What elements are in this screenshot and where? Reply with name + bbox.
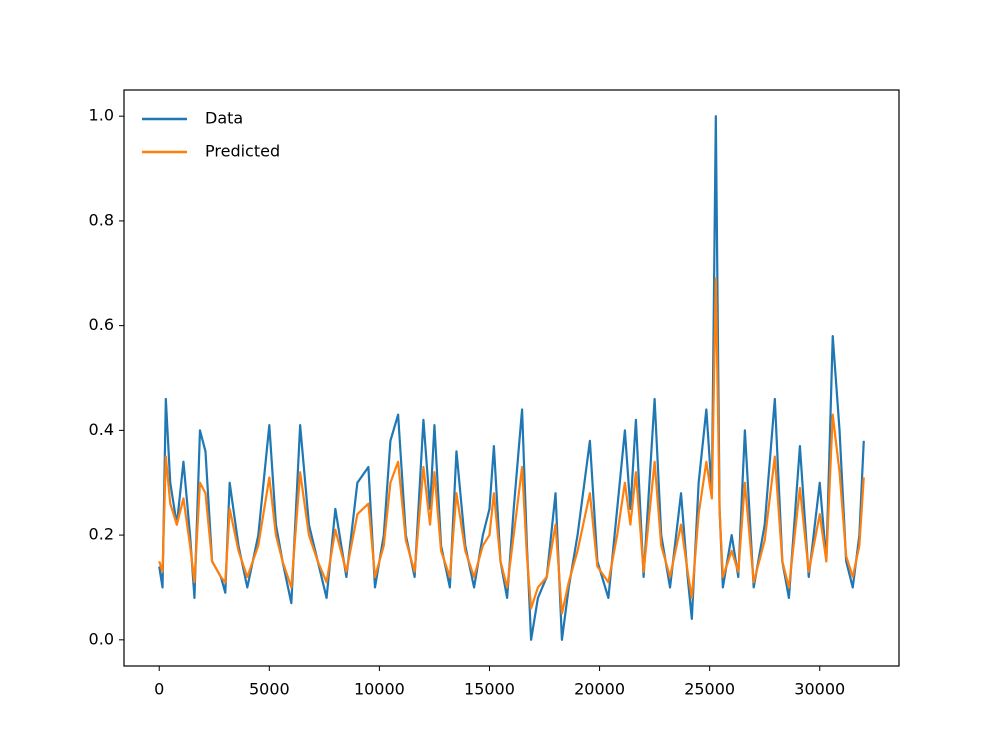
y-tick-label: 0.6 xyxy=(89,315,114,334)
x-tick-label: 10000 xyxy=(354,680,405,699)
x-tick-label: 5000 xyxy=(249,680,290,699)
data-line xyxy=(158,277,865,615)
legend-label: Data xyxy=(205,109,243,128)
y-tick-label: 0.4 xyxy=(89,420,114,439)
y-tick-label: 0.0 xyxy=(89,629,114,648)
x-tick-label: 30000 xyxy=(794,680,845,699)
x-tick-label: 25000 xyxy=(684,680,735,699)
plot-frame xyxy=(123,89,900,667)
y-tick-label: 0.8 xyxy=(89,210,114,229)
x-tick-label: 20000 xyxy=(574,680,625,699)
y-tick-label: 1.0 xyxy=(89,106,114,125)
x-tick-label: 0 xyxy=(154,680,164,699)
x-tick-label: 15000 xyxy=(464,680,515,699)
legend-label: Predicted xyxy=(205,142,280,161)
y-tick-label: 0.2 xyxy=(89,525,114,544)
